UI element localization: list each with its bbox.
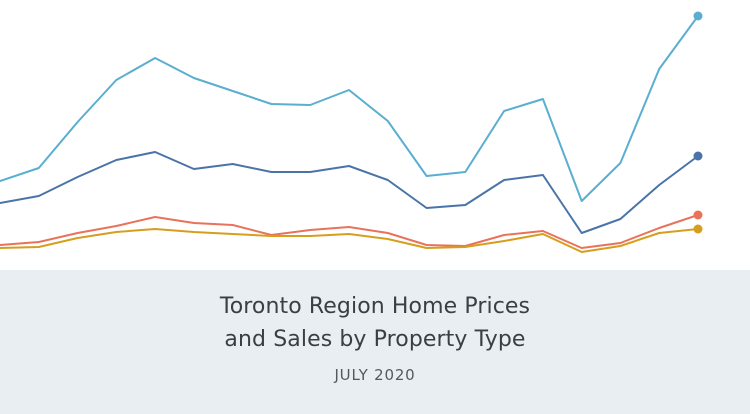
series-line-4	[0, 228, 699, 253]
line-chart	[0, 11, 703, 253]
series-end-point-4	[693, 224, 703, 234]
chart-title-line-2: and Sales by Property Type	[224, 327, 526, 352]
series-line-3	[0, 214, 699, 249]
series-line-1	[0, 15, 699, 202]
chart-area	[0, 11, 703, 253]
series-end-point-2	[693, 151, 703, 161]
chart-title: Toronto Region Home Prices and Sales by …	[0, 270, 750, 356]
chart-footer: Toronto Region Home Prices and Sales by …	[0, 270, 750, 414]
chart-title-line-1: Toronto Region Home Prices	[219, 294, 531, 319]
series-line-2	[0, 151, 699, 234]
series-end-point-3	[693, 210, 703, 220]
chart-subtitle: JULY 2020	[334, 366, 416, 384]
series-end-point-1	[693, 11, 703, 21]
